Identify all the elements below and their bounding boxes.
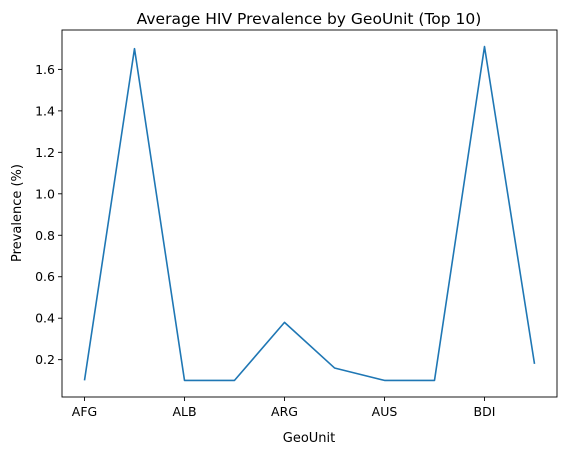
x-axis: AFG ALB ARG AUS BDI bbox=[72, 397, 496, 419]
y-tick-label: 0.4 bbox=[35, 311, 55, 326]
plot-frame bbox=[61, 29, 558, 398]
y-tick-label: 1.6 bbox=[35, 62, 55, 77]
y-tick-label: 1.2 bbox=[35, 145, 55, 160]
y-tick-label: 0.2 bbox=[35, 352, 55, 367]
y-tick-label: 1.4 bbox=[35, 103, 55, 118]
x-tick-label: AFG bbox=[72, 404, 97, 419]
x-axis-label: GeoUnit bbox=[283, 431, 336, 446]
y-axis: 0.2 0.4 0.6 0.8 1.0 1.2 1.4 1.6 bbox=[35, 62, 62, 367]
y-tick-label: 0.8 bbox=[35, 228, 55, 243]
series-line bbox=[83, 45, 536, 382]
x-tick-label: BDI bbox=[474, 404, 496, 419]
x-tick-label: AUS bbox=[372, 404, 398, 419]
y-axis-label: Prevalence (%) bbox=[10, 164, 25, 262]
y-tick-label: 1.0 bbox=[35, 186, 55, 201]
chart-title: Average HIV Prevalence by GeoUnit (Top 1… bbox=[137, 10, 482, 28]
x-tick-label: ALB bbox=[172, 404, 196, 419]
x-tick-label: ARG bbox=[271, 404, 298, 419]
y-tick-label: 0.6 bbox=[35, 269, 55, 284]
